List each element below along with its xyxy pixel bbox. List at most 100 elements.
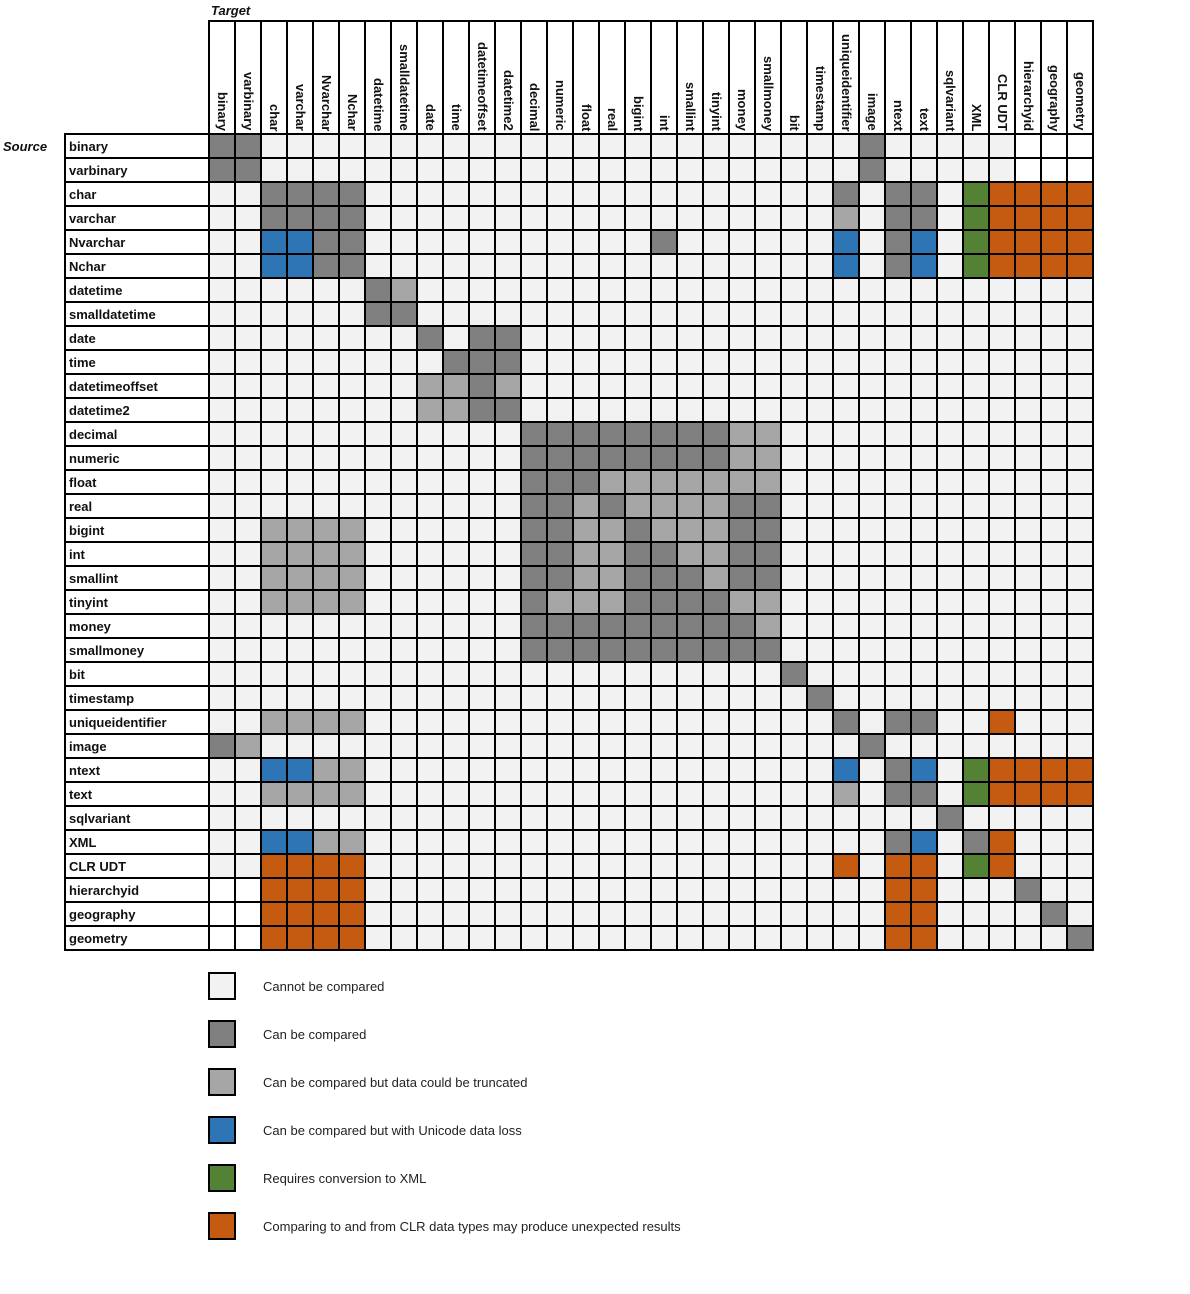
matrix-cell bbox=[704, 807, 728, 829]
column-header: uniqueidentifier bbox=[834, 22, 858, 133]
matrix-cell bbox=[990, 183, 1014, 205]
matrix-cell bbox=[470, 831, 494, 853]
matrix-cell bbox=[600, 711, 624, 733]
column-header: Nvarchar bbox=[314, 22, 338, 133]
matrix-cell bbox=[210, 399, 234, 421]
matrix-cell bbox=[366, 735, 390, 757]
row-header: uniqueidentifier bbox=[66, 711, 208, 733]
legend-swatch bbox=[208, 1020, 236, 1048]
matrix-cell bbox=[574, 255, 598, 277]
matrix-cell bbox=[626, 543, 650, 565]
matrix-cell bbox=[964, 927, 988, 949]
matrix-cell bbox=[704, 759, 728, 781]
row-header: real bbox=[66, 495, 208, 517]
matrix-cell bbox=[210, 711, 234, 733]
matrix-cell bbox=[444, 255, 468, 277]
matrix-cell bbox=[418, 159, 442, 181]
matrix-cell bbox=[834, 135, 858, 157]
matrix-cell bbox=[600, 807, 624, 829]
row-header: smalldatetime bbox=[66, 303, 208, 325]
matrix-cell bbox=[574, 423, 598, 445]
matrix-cell bbox=[210, 807, 234, 829]
row-header: Nchar bbox=[66, 255, 208, 277]
matrix-cell bbox=[990, 879, 1014, 901]
matrix-cell bbox=[288, 591, 312, 613]
matrix-cell bbox=[626, 879, 650, 901]
matrix-cell bbox=[392, 183, 416, 205]
matrix-cell bbox=[574, 783, 598, 805]
matrix-cell bbox=[678, 735, 702, 757]
matrix-cell bbox=[314, 783, 338, 805]
matrix-cell bbox=[782, 351, 806, 373]
matrix-cell bbox=[262, 855, 286, 877]
matrix-cell bbox=[782, 903, 806, 925]
matrix-cell bbox=[938, 663, 962, 685]
matrix-cell bbox=[236, 279, 260, 301]
matrix-cell bbox=[496, 207, 520, 229]
matrix-cell bbox=[574, 759, 598, 781]
matrix-cell bbox=[678, 279, 702, 301]
matrix-cell bbox=[262, 807, 286, 829]
matrix-cell bbox=[236, 207, 260, 229]
matrix-cell bbox=[496, 519, 520, 541]
matrix-cell bbox=[912, 639, 936, 661]
matrix-cell bbox=[678, 759, 702, 781]
matrix-cell bbox=[1068, 495, 1092, 517]
matrix-cell bbox=[496, 735, 520, 757]
matrix-cell bbox=[1016, 519, 1040, 541]
matrix-cell bbox=[912, 663, 936, 685]
matrix-cell bbox=[366, 783, 390, 805]
matrix-cell bbox=[834, 927, 858, 949]
matrix-cell bbox=[1068, 903, 1092, 925]
matrix-cell bbox=[652, 231, 676, 253]
matrix-cell bbox=[1068, 519, 1092, 541]
matrix-cell bbox=[704, 495, 728, 517]
matrix-cell bbox=[1042, 855, 1066, 877]
matrix-cell bbox=[444, 903, 468, 925]
column-header: real bbox=[600, 22, 624, 133]
matrix-cell bbox=[1042, 375, 1066, 397]
matrix-cell bbox=[262, 591, 286, 613]
matrix-cell bbox=[444, 159, 468, 181]
matrix-cell bbox=[340, 759, 364, 781]
matrix-cell bbox=[1016, 255, 1040, 277]
legend-label: Requires conversion to XML bbox=[263, 1170, 427, 1186]
matrix-cell bbox=[782, 711, 806, 733]
matrix-cell bbox=[392, 639, 416, 661]
matrix-cell bbox=[418, 231, 442, 253]
matrix-cell bbox=[418, 183, 442, 205]
matrix-cell bbox=[626, 183, 650, 205]
column-header-label: datetimeoffset bbox=[475, 42, 490, 131]
matrix-body: binary varbinary char varchar Nvarchar Nchar d… bbox=[64, 133, 1094, 951]
matrix-cell bbox=[756, 351, 780, 373]
matrix-cell bbox=[678, 447, 702, 469]
column-header-label: smallmoney bbox=[761, 55, 776, 131]
row-header: ntext bbox=[66, 759, 208, 781]
matrix-cell bbox=[340, 879, 364, 901]
matrix-cell bbox=[288, 519, 312, 541]
matrix-cell bbox=[392, 807, 416, 829]
column-header-label: time bbox=[449, 104, 464, 131]
matrix-cell bbox=[990, 663, 1014, 685]
matrix-cell bbox=[626, 207, 650, 229]
matrix-cell bbox=[340, 207, 364, 229]
matrix-cell bbox=[1068, 351, 1092, 373]
matrix-cell bbox=[860, 375, 884, 397]
matrix-cell bbox=[834, 207, 858, 229]
row-header: datetime bbox=[66, 279, 208, 301]
column-header-block: binary varbinary char varchar Nvarchar Nchar d… bbox=[208, 20, 1094, 134]
matrix-cell bbox=[444, 351, 468, 373]
column-header: datetime bbox=[366, 22, 390, 133]
matrix-cell bbox=[886, 807, 910, 829]
column-header-label: varchar bbox=[293, 84, 308, 131]
matrix-cell bbox=[600, 855, 624, 877]
matrix-cell bbox=[340, 735, 364, 757]
matrix-cell bbox=[366, 711, 390, 733]
column-header: date bbox=[418, 22, 442, 133]
row-header: varbinary bbox=[66, 159, 208, 181]
column-header-label: datetime bbox=[371, 77, 386, 131]
matrix-cell bbox=[470, 903, 494, 925]
matrix-cell bbox=[366, 807, 390, 829]
matrix-cell bbox=[496, 879, 520, 901]
matrix-cell bbox=[236, 807, 260, 829]
